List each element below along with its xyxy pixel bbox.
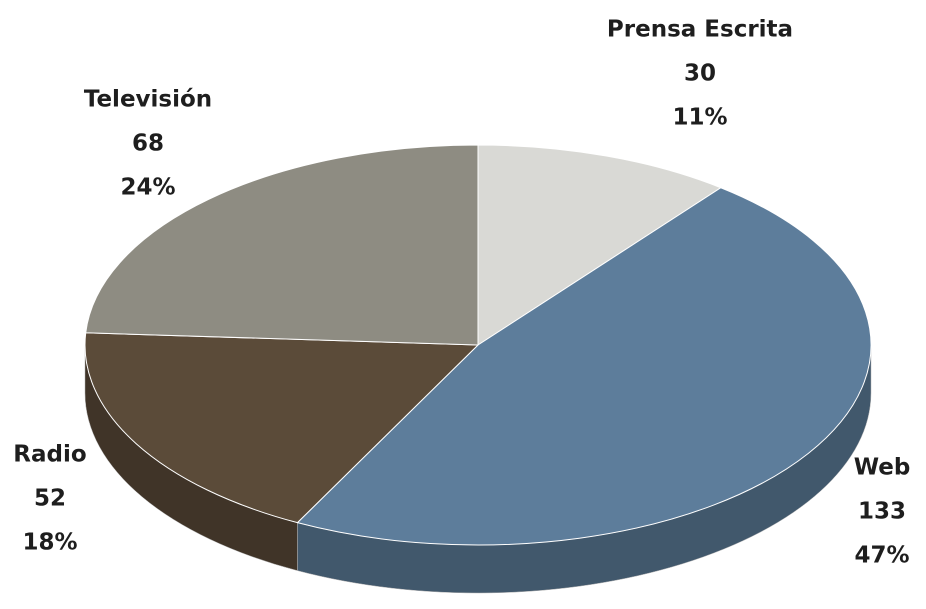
slice	[84, 332, 480, 524]
slice	[296, 187, 872, 546]
slice	[477, 144, 722, 346]
slice-percent: 11%	[672, 105, 727, 131]
slice-value: 30	[684, 61, 716, 87]
slice-value: 52	[34, 486, 66, 512]
slice-value: 133	[858, 499, 906, 525]
slice-percent: 24%	[120, 175, 175, 201]
slice-label: Radio	[13, 442, 86, 468]
slice-label: Web	[854, 455, 911, 481]
slice-label: Prensa Escrita	[607, 17, 793, 43]
slice-percent: 18%	[22, 530, 77, 556]
slice-percent: 47%	[854, 543, 909, 569]
slice-value: 68	[132, 131, 164, 157]
slice	[85, 144, 479, 346]
slice-label: Televisión	[84, 87, 212, 113]
